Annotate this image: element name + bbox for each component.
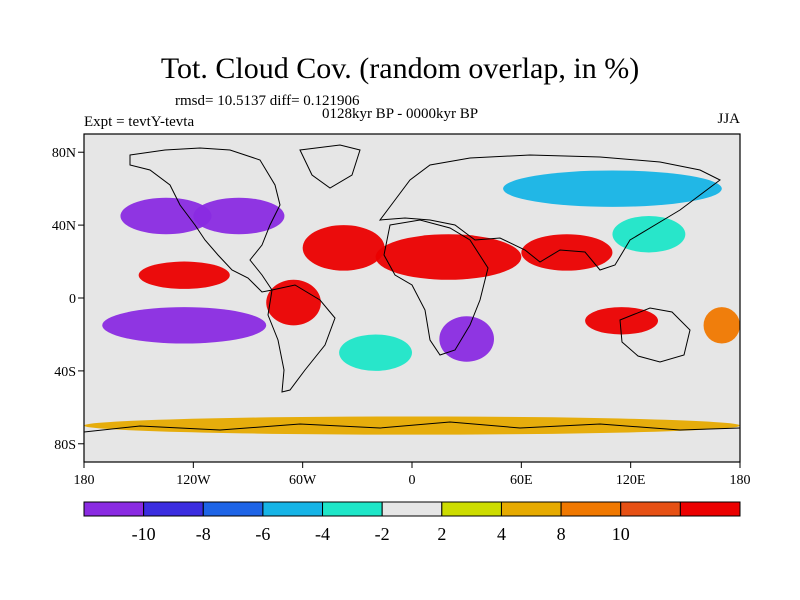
colorbar-swatch: [441, 501, 502, 517]
coast-australia: [619, 307, 691, 363]
colorbar-label: -10: [132, 524, 156, 544]
region-east-pacific-north: [138, 261, 230, 289]
colorbar-label: 10: [612, 524, 630, 544]
experiment-label: Expt = tevtY-tevta: [84, 114, 195, 130]
season-label: JJA: [717, 111, 740, 127]
colorbar-swatch: [322, 501, 383, 517]
colorbar-swatch: [679, 501, 741, 517]
region-south-america-north: [266, 279, 321, 326]
colorbar-swatch: [143, 501, 204, 517]
colorbar-swatch: [620, 501, 681, 517]
plot-title: Tot. Cloud Cov. (random overlap, in %): [160, 52, 640, 85]
colorbar-label: 8: [557, 524, 566, 544]
lon-tick-label: 180: [730, 473, 751, 488]
colorbar-swatch: [500, 501, 562, 517]
region-east-pacific-south: [102, 307, 267, 344]
region-north-africa-arabia: [375, 234, 522, 280]
lat-axis: 80N 40N 0 40S 80S: [52, 146, 84, 453]
region-south-pacific-west: [703, 307, 740, 344]
colorbar-label: -2: [375, 524, 390, 544]
lon-tick-label: 60W: [289, 473, 317, 488]
lon-tick-label: 0: [409, 473, 416, 488]
lat-tick-label: 80N: [52, 146, 76, 161]
colorbar-swatch: [202, 501, 264, 517]
lat-tick-label: 40S: [54, 365, 76, 380]
colorbar-label: -6: [255, 524, 270, 544]
lon-tick-label: 120W: [176, 473, 211, 488]
coast-antarctica: [84, 421, 740, 433]
region-southern-africa: [439, 316, 494, 362]
coastlines: [84, 144, 740, 433]
colorbar-label: -8: [196, 524, 211, 544]
colorbar-swatch: [560, 501, 622, 517]
colorbar-label: 4: [497, 524, 506, 544]
coast-eurasia: [378, 154, 721, 271]
colorbar-swatch: [381, 501, 443, 517]
lat-tick-label: 0: [69, 292, 76, 307]
lon-tick-label: 60E: [510, 473, 533, 488]
lat-tick-label: 80S: [54, 438, 76, 453]
lon-tick-label: 180: [74, 473, 95, 488]
lat-tick-label: 40N: [52, 219, 76, 234]
coast-south-america: [267, 284, 336, 393]
lon-axis: 180 120W 60W 0 60E 120E 180: [74, 462, 751, 488]
region-east-asia: [612, 216, 686, 253]
colorbar-label: 2: [437, 524, 446, 544]
region-siberia: [503, 170, 722, 207]
region-east-indian-ocean: [585, 307, 658, 335]
lon-tick-label: 120E: [616, 473, 646, 488]
colorbar-label: -4: [315, 524, 330, 544]
coast-greenland: [299, 144, 361, 189]
region-north-america: [193, 197, 285, 235]
colorbar-swatch: [262, 501, 324, 517]
region-north-atlantic-subtropics: [302, 225, 385, 271]
colorbar-swatch: [83, 501, 145, 517]
region-north-pacific-east: [120, 197, 212, 235]
coast-africa: [383, 219, 489, 356]
period-text: 0128kyr BP - 0000kyr BP: [321, 106, 479, 122]
region-south-atlantic: [339, 334, 412, 371]
colorbar: -10 -8 -6 -4 -2 2 4 8 10: [83, 501, 741, 544]
region-south-asia: [521, 234, 613, 271]
stats-text: rmsd= 10.5137 diff= 0.121906: [175, 93, 360, 109]
